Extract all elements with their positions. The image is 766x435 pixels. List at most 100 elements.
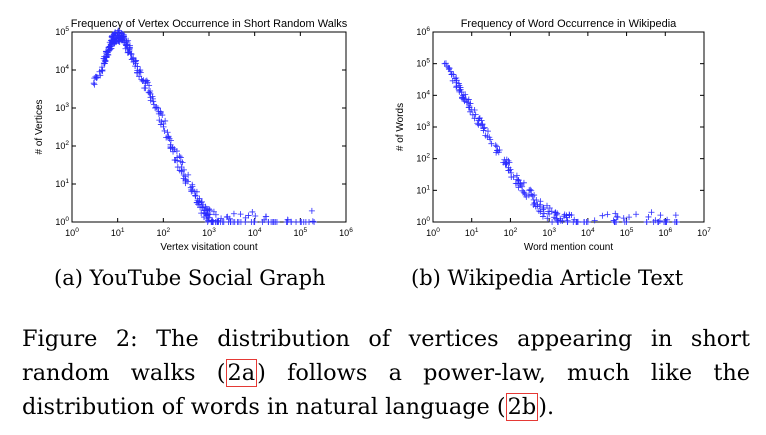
caption-text-3: ). xyxy=(538,394,555,420)
data-point-dense xyxy=(101,60,108,67)
data-point-dense xyxy=(643,219,650,225)
x-tick-label: 103 xyxy=(202,227,216,238)
data-point-dense xyxy=(527,186,534,193)
data-point xyxy=(311,219,318,225)
data-point-dense xyxy=(462,91,469,98)
data-point-dense xyxy=(127,50,134,57)
data-point-dense xyxy=(449,77,456,84)
y-tick-label: 101 xyxy=(55,178,69,189)
data-point-dense xyxy=(648,209,655,216)
data-point-dense xyxy=(531,200,538,207)
data-point-dense xyxy=(306,219,313,225)
data-point-dense xyxy=(204,212,211,219)
y-tick-label: 102 xyxy=(55,140,69,151)
data-point-dense xyxy=(467,108,474,115)
data-point-dense xyxy=(477,122,484,129)
figure-caption: Figure 2: The distribution of vertices a… xyxy=(22,322,750,424)
y-tick-label: 100 xyxy=(55,216,69,227)
data-point-dense xyxy=(123,38,130,45)
data-point-dense xyxy=(563,214,570,221)
chart-panel-a: Frequency of Vertex Occurrence in Short … xyxy=(34,18,353,253)
data-point-dense xyxy=(173,148,180,155)
data-point-dense xyxy=(230,210,237,217)
reference-link-2a[interactable]: 2a xyxy=(225,359,258,387)
y-axis-label: # of Words xyxy=(395,103,406,151)
data-point-dense xyxy=(99,66,106,73)
data-point-dense xyxy=(612,210,619,217)
data-point-dense xyxy=(465,104,472,111)
reference-link-2b[interactable]: 2b xyxy=(505,393,539,421)
data-point-dense xyxy=(469,111,476,118)
data-point-dense xyxy=(214,217,221,224)
data-point-dense xyxy=(163,134,170,141)
data-point-dense xyxy=(657,212,664,219)
data-point-dense xyxy=(220,219,227,225)
x-tick-label: 101 xyxy=(111,227,125,238)
data-point-dense xyxy=(288,218,295,225)
data-point-dense xyxy=(218,215,225,222)
data-point-dense xyxy=(179,159,186,166)
data-point-dense xyxy=(198,210,205,217)
x-axis-label: Word mention count xyxy=(524,242,614,253)
data-point-dense xyxy=(162,117,169,124)
chart-panel-b: Frequency of Word Occurrence in Wikipedi… xyxy=(395,18,711,253)
data-point-dense xyxy=(604,211,611,218)
data-point-dense xyxy=(144,79,151,86)
data-point-dense xyxy=(460,96,467,103)
data-point-dense xyxy=(540,204,547,211)
data-point-dense xyxy=(552,209,559,216)
data-point-dense xyxy=(471,115,478,122)
data-point-dense xyxy=(133,57,140,64)
figure-plots: Frequency of Vertex Occurrence in Short … xyxy=(34,18,711,253)
data-point-dense xyxy=(613,219,620,225)
data-point-dense xyxy=(153,104,160,111)
data-point-dense xyxy=(548,208,555,215)
data-point-dense xyxy=(182,177,189,184)
data-point-dense xyxy=(626,214,633,221)
data-point-dense xyxy=(492,142,499,149)
data-point-dense xyxy=(136,73,143,80)
data-point-dense xyxy=(474,120,481,127)
data-point-dense xyxy=(480,127,487,134)
data-point-dense xyxy=(484,128,491,135)
data-point-dense xyxy=(448,71,455,78)
x-tick-label: 100 xyxy=(426,227,440,238)
data-point-dense xyxy=(591,217,598,224)
data-point-dense xyxy=(535,207,542,214)
scatter-series xyxy=(90,27,318,225)
data-point-dense xyxy=(178,167,185,174)
data-point-dense xyxy=(655,219,662,225)
caption-text-1: The distribution of vertices appearing i… xyxy=(22,326,750,386)
chart-title: Frequency of Vertex Occurrence in Short … xyxy=(71,18,348,30)
data-point-dense xyxy=(170,148,177,155)
data-point-dense xyxy=(531,192,538,199)
data-point-dense xyxy=(478,117,485,124)
data-point-dense xyxy=(573,219,580,225)
data-point-dense xyxy=(249,208,256,215)
data-point-dense xyxy=(522,191,529,198)
y-tick-label: 106 xyxy=(416,26,430,37)
data-point-dense xyxy=(513,172,520,179)
data-point-dense xyxy=(533,197,540,204)
data-point-dense xyxy=(613,213,620,220)
data-point-dense xyxy=(540,210,547,217)
data-point-dense xyxy=(150,101,157,108)
data-point-dense xyxy=(192,193,199,200)
data-point-dense xyxy=(510,173,517,180)
y-tick-label: 101 xyxy=(416,184,430,195)
data-point-dense xyxy=(204,217,211,224)
data-point-dense xyxy=(519,187,526,194)
data-point-dense xyxy=(176,153,183,160)
data-point-dense xyxy=(539,213,546,220)
y-tick-label: 104 xyxy=(55,64,69,75)
data-point-dense xyxy=(146,82,153,89)
x-tick-label: 104 xyxy=(581,227,595,238)
data-point-dense xyxy=(465,96,472,103)
x-tick-label: 106 xyxy=(658,227,672,238)
data-point-dense xyxy=(126,42,133,49)
x-axis-label: Vertex visitation count xyxy=(160,242,257,253)
data-point-dense xyxy=(481,124,488,131)
data-point-dense xyxy=(284,216,291,223)
y-tick-label: 103 xyxy=(416,121,430,132)
caption-text-2: ) follows a power-law, much like the dis… xyxy=(22,360,750,420)
